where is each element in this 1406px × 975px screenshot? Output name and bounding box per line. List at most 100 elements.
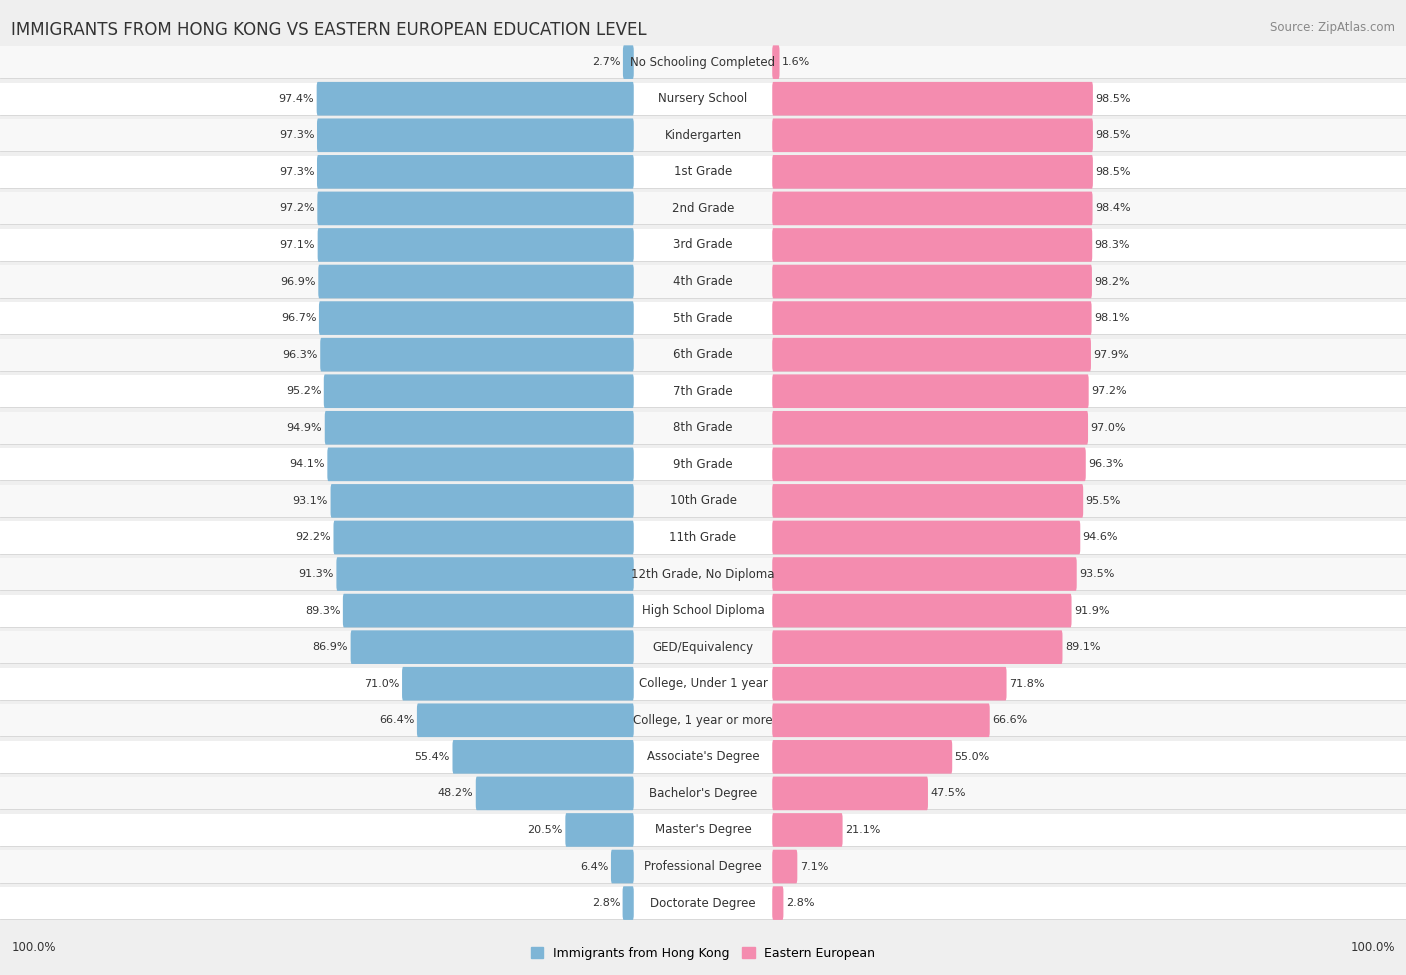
Text: 48.2%: 48.2% [437,789,474,799]
FancyBboxPatch shape [318,191,634,225]
FancyBboxPatch shape [565,813,634,846]
Text: 71.0%: 71.0% [364,679,399,688]
Text: 7.1%: 7.1% [800,862,828,872]
Text: 1.6%: 1.6% [782,58,810,67]
Text: 94.6%: 94.6% [1083,532,1118,542]
Bar [0,814,1406,846]
Bar [0,448,1406,481]
FancyBboxPatch shape [330,484,634,518]
Text: 94.1%: 94.1% [290,459,325,469]
FancyBboxPatch shape [318,228,634,262]
FancyBboxPatch shape [623,886,634,920]
FancyBboxPatch shape [772,521,1080,554]
FancyBboxPatch shape [418,704,634,737]
Text: Doctorate Degree: Doctorate Degree [650,897,756,910]
FancyBboxPatch shape [316,155,634,189]
FancyBboxPatch shape [772,630,1063,664]
Bar [0,887,1406,919]
Text: 98.1%: 98.1% [1094,313,1129,323]
Text: Associate's Degree: Associate's Degree [647,751,759,763]
FancyBboxPatch shape [350,630,634,664]
FancyBboxPatch shape [475,777,634,810]
Text: 96.3%: 96.3% [283,350,318,360]
Text: 93.1%: 93.1% [292,496,328,506]
Text: 71.8%: 71.8% [1010,679,1045,688]
FancyBboxPatch shape [612,850,634,883]
Text: 96.3%: 96.3% [1088,459,1123,469]
Text: 100.0%: 100.0% [1350,941,1395,955]
Text: 97.4%: 97.4% [278,94,314,103]
Text: 4th Grade: 4th Grade [673,275,733,288]
Bar [0,265,1406,297]
Text: 1st Grade: 1st Grade [673,166,733,178]
Text: 98.4%: 98.4% [1095,204,1130,214]
Bar [0,119,1406,151]
Text: Nursery School: Nursery School [658,93,748,105]
Text: 89.3%: 89.3% [305,605,340,615]
FancyBboxPatch shape [772,82,1092,116]
Text: Bachelor's Degree: Bachelor's Degree [650,787,756,800]
Text: 97.1%: 97.1% [280,240,315,250]
FancyBboxPatch shape [402,667,634,700]
FancyBboxPatch shape [772,264,1092,298]
Bar [0,668,1406,700]
FancyBboxPatch shape [772,45,779,79]
Text: College, 1 year or more: College, 1 year or more [633,714,773,726]
FancyBboxPatch shape [772,155,1092,189]
FancyBboxPatch shape [318,264,634,298]
FancyBboxPatch shape [453,740,634,774]
Text: 2.7%: 2.7% [592,58,620,67]
Text: Kindergarten: Kindergarten [665,129,741,141]
Legend: Immigrants from Hong Kong, Eastern European: Immigrants from Hong Kong, Eastern Europ… [526,942,880,965]
Bar [0,558,1406,590]
Text: Source: ZipAtlas.com: Source: ZipAtlas.com [1270,21,1395,34]
Text: 97.3%: 97.3% [278,131,315,140]
Text: 12th Grade, No Diploma: 12th Grade, No Diploma [631,567,775,580]
FancyBboxPatch shape [772,338,1091,371]
FancyBboxPatch shape [772,704,990,737]
Text: 92.2%: 92.2% [295,532,330,542]
Text: 93.5%: 93.5% [1080,569,1115,579]
FancyBboxPatch shape [772,813,842,846]
Text: 2nd Grade: 2nd Grade [672,202,734,214]
FancyBboxPatch shape [772,118,1092,152]
Text: 20.5%: 20.5% [527,825,562,835]
Bar [0,229,1406,261]
Text: 2.8%: 2.8% [786,898,814,908]
Text: 9th Grade: 9th Grade [673,458,733,471]
FancyBboxPatch shape [772,850,797,883]
Text: 97.2%: 97.2% [280,204,315,214]
FancyBboxPatch shape [772,448,1085,481]
Text: 47.5%: 47.5% [931,789,966,799]
Text: 55.0%: 55.0% [955,752,990,761]
Bar [0,777,1406,809]
Text: 97.9%: 97.9% [1094,350,1129,360]
Text: IMMIGRANTS FROM HONG KONG VS EASTERN EUROPEAN EDUCATION LEVEL: IMMIGRANTS FROM HONG KONG VS EASTERN EUR… [11,21,647,39]
FancyBboxPatch shape [323,374,634,408]
Text: 8th Grade: 8th Grade [673,421,733,434]
Text: Master's Degree: Master's Degree [655,824,751,837]
Text: 95.5%: 95.5% [1085,496,1121,506]
Bar [0,741,1406,773]
Text: GED/Equivalency: GED/Equivalency [652,641,754,653]
Text: High School Diploma: High School Diploma [641,604,765,617]
FancyBboxPatch shape [336,557,634,591]
Text: 5th Grade: 5th Grade [673,312,733,325]
Text: 98.5%: 98.5% [1095,94,1130,103]
FancyBboxPatch shape [772,191,1092,225]
Bar [0,850,1406,882]
FancyBboxPatch shape [772,740,952,774]
Bar [0,156,1406,188]
Text: 66.4%: 66.4% [380,716,415,725]
Text: 98.5%: 98.5% [1095,167,1130,176]
FancyBboxPatch shape [328,448,634,481]
Bar [0,338,1406,370]
Text: 10th Grade: 10th Grade [669,494,737,507]
Text: 98.5%: 98.5% [1095,131,1130,140]
Text: 94.9%: 94.9% [287,423,322,433]
Bar [0,375,1406,408]
FancyBboxPatch shape [316,118,634,152]
Text: 95.2%: 95.2% [285,386,322,396]
Text: 98.2%: 98.2% [1094,277,1130,287]
FancyBboxPatch shape [319,301,634,335]
